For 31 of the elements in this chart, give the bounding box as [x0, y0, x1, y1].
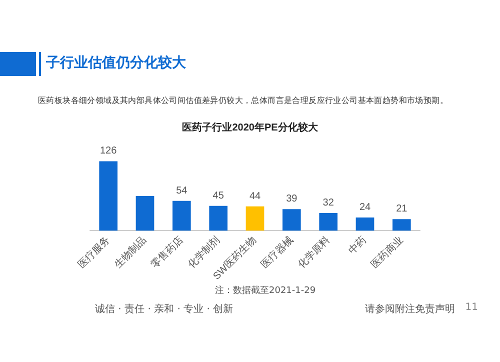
- x-tick-label: 化学原料: [295, 234, 332, 271]
- data-label: 44: [249, 190, 261, 202]
- bar: [356, 217, 374, 231]
- data-label: 54: [176, 185, 188, 196]
- bar: [246, 206, 264, 231]
- x-tick-label: 零售药店: [148, 234, 186, 271]
- text: 注：数据截至2021-1-29: [215, 284, 316, 297]
- bar: [209, 206, 228, 231]
- text: 子行业估值仍分化较大: [46, 54, 186, 72]
- bar: [282, 209, 301, 231]
- bar: [392, 219, 411, 231]
- x-tick-label: 医药商业: [368, 234, 406, 271]
- x-tick-label: 医疗器械: [258, 234, 296, 271]
- data-label: 39: [286, 194, 298, 205]
- data-label: 45: [212, 190, 224, 202]
- bar: [319, 213, 338, 231]
- x-tick-label: 中药: [346, 234, 369, 257]
- bar: [99, 161, 118, 231]
- chart-title: 医药子行业2020年PE分化较大: [182, 122, 319, 134]
- data-label: 126: [100, 146, 118, 157]
- text: 请参阅附注免责声明: [365, 302, 455, 316]
- data-label: 24: [359, 202, 371, 213]
- bar: [136, 196, 154, 231]
- chart-subtitle: 医药板块各细分领域及其内部具体公司间估值差异仍较大，总体而言是合理反应行业公司基本面趋势和市场预期。: [38, 95, 448, 106]
- x-tick-label: 生物制品: [112, 234, 149, 271]
- data-label: 21: [396, 204, 408, 215]
- text: 11: [465, 302, 478, 313]
- x-tick-label: 医疗服务: [75, 234, 112, 271]
- text: 诚信 · 责任 · 亲和 · 专业 · 创新: [95, 302, 234, 316]
- data-label: 32: [322, 198, 334, 209]
- bar: [172, 200, 191, 231]
